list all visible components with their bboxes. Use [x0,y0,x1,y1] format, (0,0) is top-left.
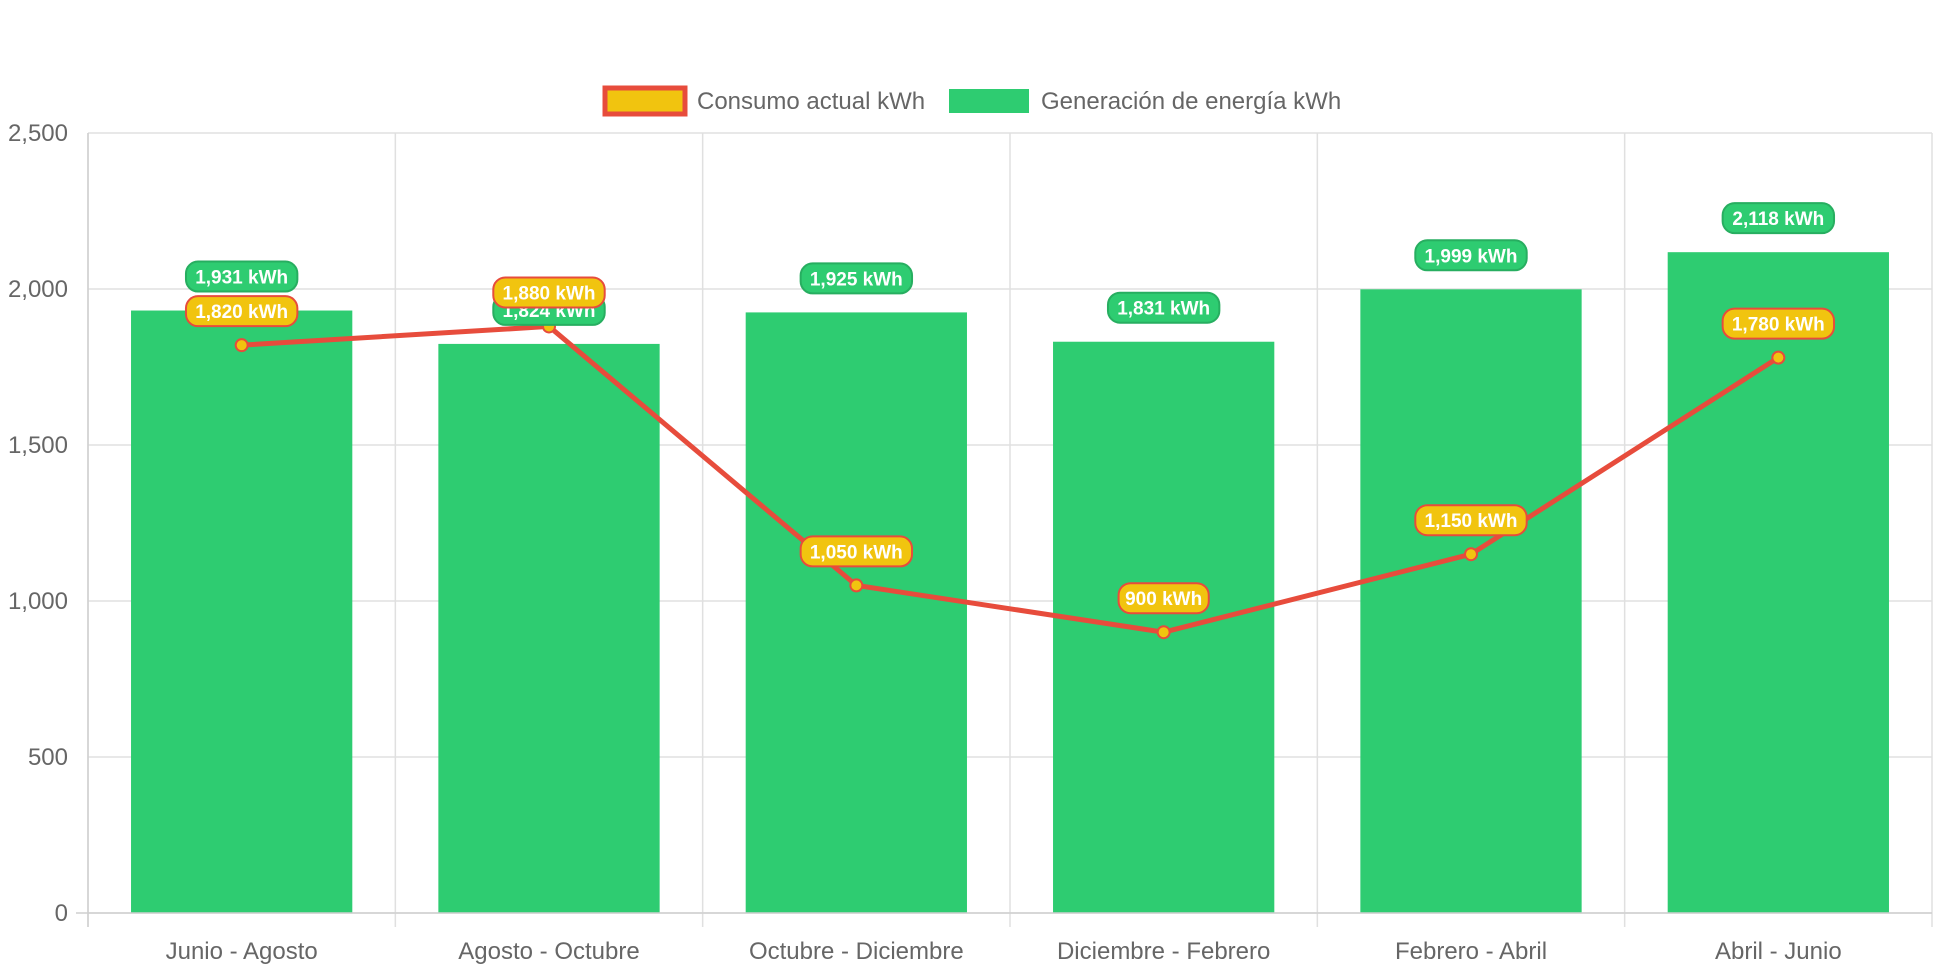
legend-swatch-generacion[interactable] [949,89,1029,113]
legend-label-generacion[interactable]: Generación de energía kWh [1041,88,1341,115]
line-data-labels: 1,820 kWh 1,880 kWh 1,050 kWh 900 kWh 1,150 … [184,276,1836,615]
line-data-label: 1,880 kWh [503,283,596,304]
line-data-label-bg [799,535,914,568]
line-data-label: 1,820 kWh [195,302,288,323]
bar-data-label: 1,999 kWh [1425,246,1518,267]
bar-data-label-bg [1721,202,1836,235]
bar-data-label: 1,831 kWh [1117,299,1210,320]
y-tick-label: 0 [55,900,68,927]
line-data-label-bg [492,276,606,309]
y-tick-label: 1,500 [8,432,68,459]
legend-swatch-consumo[interactable] [602,85,688,117]
y-tick-label: 1,000 [8,588,68,615]
line-data-label: 1,050 kWh [810,542,903,563]
line-data-label-bg [184,295,299,328]
axes: 0 500 1,000 1,500 2,000 2,500 Junio - Agosto Ag… [8,120,1932,965]
x-tick-label: Octubre - Diciembre [749,938,964,965]
line-data-label: 1,780 kWh [1732,315,1825,336]
legend[interactable]: Consumo actual kWh Generación de energía … [602,85,1341,117]
x-tick-label: Junio - Agosto [166,938,318,965]
line-data-label-bg [1117,582,1210,615]
x-tick-label: Agosto - Octubre [458,938,639,965]
line-point[interactable] [234,338,249,353]
line-point[interactable] [1464,547,1478,562]
bar[interactable] [131,310,353,913]
line-data-label-bg [1721,307,1836,340]
bar-data-label: 1,931 kWh [195,268,288,289]
line-data-label-bg [1414,504,1528,537]
x-tick-label: Febrero - Abril [1395,938,1547,965]
line-data-label: 900 kWh [1125,589,1202,610]
bar-data-label-bg [1106,291,1221,324]
bar-data-label-bg [1414,239,1528,272]
line-point[interactable] [1771,350,1786,365]
y-tick-label: 2,500 [8,120,68,147]
y-tick-label: 2,000 [8,276,68,303]
bar-data-label-bg [799,262,914,295]
bar-data-label-bg [184,260,299,293]
x-tick-label: Abril - Junio [1715,938,1842,965]
bar-data-label: 1,925 kWh [810,269,903,290]
bar[interactable] [745,312,967,913]
grid [87,132,1933,927]
line-data-label: 1,150 kWh [1425,511,1518,532]
bar[interactable] [438,343,660,913]
bar-data-label: 2,118 kWh [1732,209,1824,230]
x-tick-label: Diciembre - Febrero [1057,938,1270,965]
line-point[interactable] [849,578,864,593]
legend-label-consumo[interactable]: Consumo actual kWh [697,88,925,115]
line-point[interactable] [1156,625,1171,640]
bar[interactable] [1360,289,1582,913]
y-tick-label: 500 [28,744,68,771]
bar-series [131,252,1889,913]
